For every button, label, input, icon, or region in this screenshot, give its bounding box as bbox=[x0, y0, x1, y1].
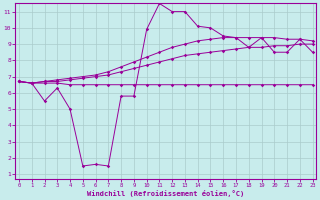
X-axis label: Windchill (Refroidissement éolien,°C): Windchill (Refroidissement éolien,°C) bbox=[87, 190, 244, 197]
